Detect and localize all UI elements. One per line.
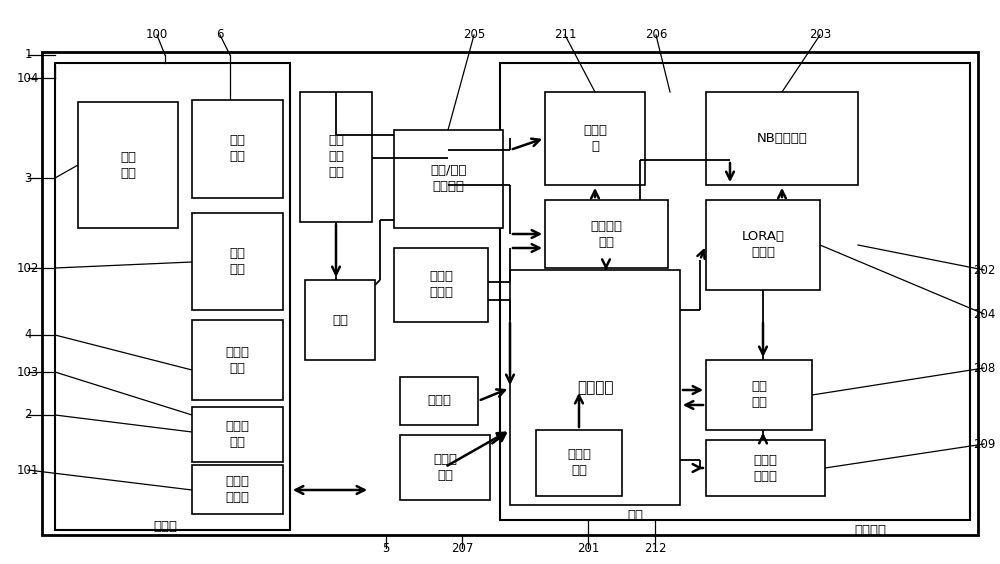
Text: 主板: 主板 bbox=[627, 509, 643, 522]
Text: 208: 208 bbox=[973, 362, 995, 374]
Text: 环氧
树脂: 环氧 树脂 bbox=[120, 151, 136, 179]
Text: 206: 206 bbox=[645, 29, 667, 42]
Text: 1: 1 bbox=[24, 49, 32, 61]
Bar bbox=[192, 407, 283, 462]
Text: 201: 201 bbox=[577, 541, 599, 554]
Bar bbox=[400, 435, 490, 500]
Bar bbox=[706, 440, 825, 496]
Bar bbox=[706, 200, 820, 290]
Text: 位移传
感器: 位移传 感器 bbox=[567, 448, 591, 478]
Bar bbox=[706, 360, 812, 430]
Bar bbox=[192, 320, 283, 400]
Text: 有线/无线
充电模块: 有线/无线 充电模块 bbox=[430, 165, 467, 193]
Text: 超声
波传
感器: 超声 波传 感器 bbox=[328, 134, 344, 179]
Text: 塑料外壳: 塑料外壳 bbox=[854, 524, 886, 537]
Text: 212: 212 bbox=[644, 541, 666, 554]
Text: 211: 211 bbox=[554, 29, 576, 42]
Bar bbox=[300, 92, 372, 222]
Bar bbox=[394, 130, 503, 228]
Text: 电源转换
模块: 电源转换 模块 bbox=[590, 219, 622, 249]
Bar bbox=[706, 92, 858, 185]
Bar bbox=[192, 465, 283, 514]
Text: 103: 103 bbox=[17, 365, 39, 378]
Text: 不锈钢
螺钉: 不锈钢 螺钉 bbox=[226, 420, 250, 449]
Text: 电子
水尺: 电子 水尺 bbox=[230, 247, 246, 276]
Text: 205: 205 bbox=[463, 29, 485, 42]
Text: 存储
模块: 存储 模块 bbox=[751, 381, 767, 409]
Text: 4: 4 bbox=[24, 328, 32, 341]
Bar bbox=[536, 430, 622, 496]
Bar bbox=[192, 213, 283, 310]
Bar bbox=[400, 377, 478, 425]
Text: 5: 5 bbox=[382, 541, 390, 554]
Bar bbox=[545, 92, 645, 185]
Bar bbox=[545, 200, 668, 268]
Text: LORA通
信模块: LORA通 信模块 bbox=[742, 231, 784, 259]
Text: 电池: 电池 bbox=[332, 314, 348, 327]
Text: 显示
模块: 显示 模块 bbox=[230, 134, 246, 164]
Text: 101: 101 bbox=[17, 464, 39, 477]
Text: 遇水监
测模块: 遇水监 测模块 bbox=[226, 475, 250, 504]
Text: 磁开关: 磁开关 bbox=[427, 394, 451, 408]
Bar bbox=[510, 270, 680, 505]
Text: 102: 102 bbox=[17, 262, 39, 275]
Text: 203: 203 bbox=[809, 29, 831, 42]
Text: 209: 209 bbox=[973, 438, 995, 451]
Bar bbox=[42, 52, 978, 535]
Bar bbox=[394, 248, 488, 322]
Text: 6: 6 bbox=[216, 29, 224, 42]
Text: 202: 202 bbox=[973, 263, 995, 276]
Text: NB通信模块: NB通信模块 bbox=[757, 132, 807, 145]
Text: 3: 3 bbox=[24, 171, 32, 184]
Bar bbox=[192, 100, 283, 198]
Text: 2: 2 bbox=[24, 408, 32, 421]
Text: 转接板: 转接板 bbox=[153, 520, 177, 533]
Text: 207: 207 bbox=[451, 541, 473, 554]
Text: 104: 104 bbox=[17, 72, 39, 85]
Bar bbox=[55, 63, 290, 530]
Text: 100: 100 bbox=[146, 29, 168, 42]
Bar bbox=[500, 63, 970, 520]
Text: 温湿度
模块: 温湿度 模块 bbox=[433, 453, 457, 482]
Text: 压力传
感器: 压力传 感器 bbox=[226, 346, 250, 374]
Bar bbox=[305, 280, 375, 360]
Text: 进水监
测模块: 进水监 测模块 bbox=[429, 271, 453, 299]
Text: 204: 204 bbox=[973, 307, 995, 320]
Text: 电量监
测模块: 电量监 测模块 bbox=[754, 453, 778, 482]
Bar bbox=[78, 102, 178, 228]
Text: 蓝牙模
块: 蓝牙模 块 bbox=[583, 124, 607, 153]
Text: 微处理器: 微处理器 bbox=[577, 380, 613, 395]
